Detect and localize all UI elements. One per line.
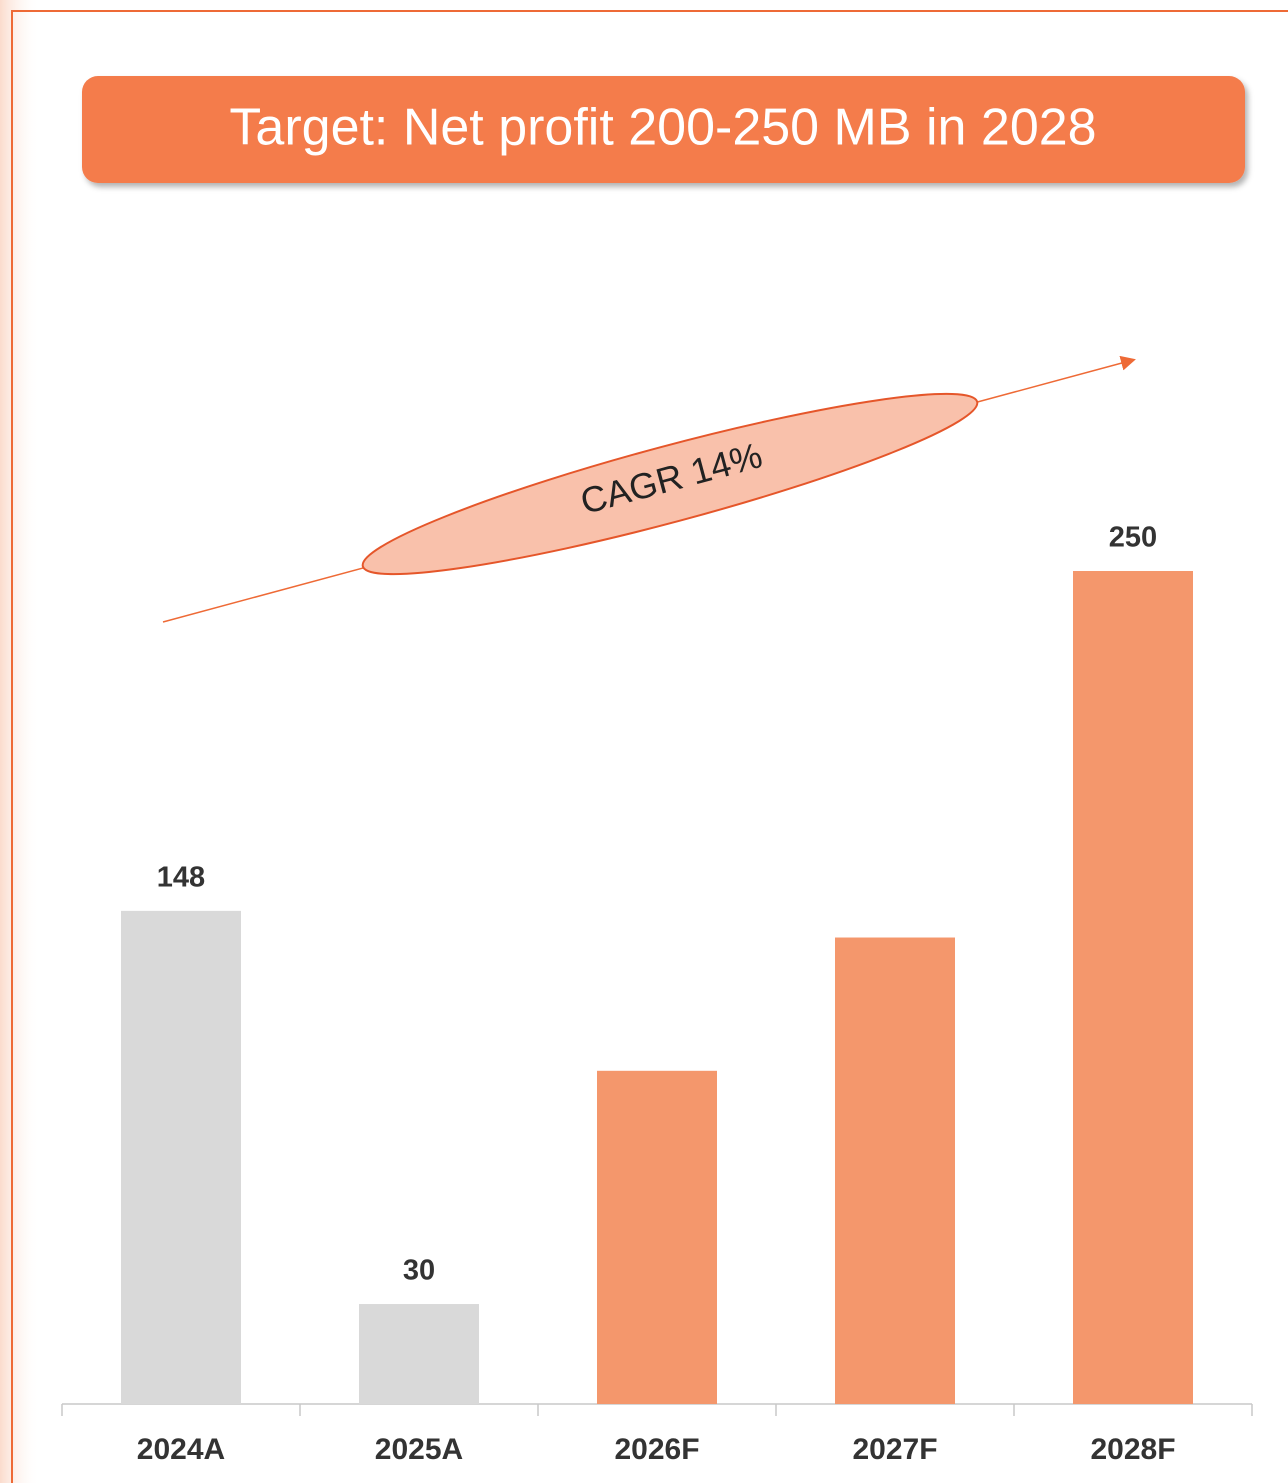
x-tick-label: 2026F (614, 1433, 699, 1466)
title-banner (82, 76, 1245, 183)
chart-title: Target: Net profit 200-250 MB in 2028 (229, 99, 1096, 157)
cagr-ellipse (361, 392, 979, 576)
x-tick-label: 2027F (852, 1433, 937, 1466)
bar (359, 1304, 479, 1404)
bar (121, 910, 241, 1404)
x-tick-label: 2024A (137, 1433, 225, 1466)
edge-glow (0, 0, 40, 1483)
value-label: 250 (1109, 522, 1157, 554)
frame (11, 10, 1288, 1483)
value-label: 148 (157, 862, 205, 894)
bar (1073, 571, 1193, 1404)
bar (597, 1070, 717, 1404)
value-label: 30 (403, 1255, 435, 1287)
bar (835, 937, 955, 1404)
x-tick-label: 2028F (1090, 1433, 1175, 1466)
x-tick-label: 2025A (375, 1433, 463, 1466)
